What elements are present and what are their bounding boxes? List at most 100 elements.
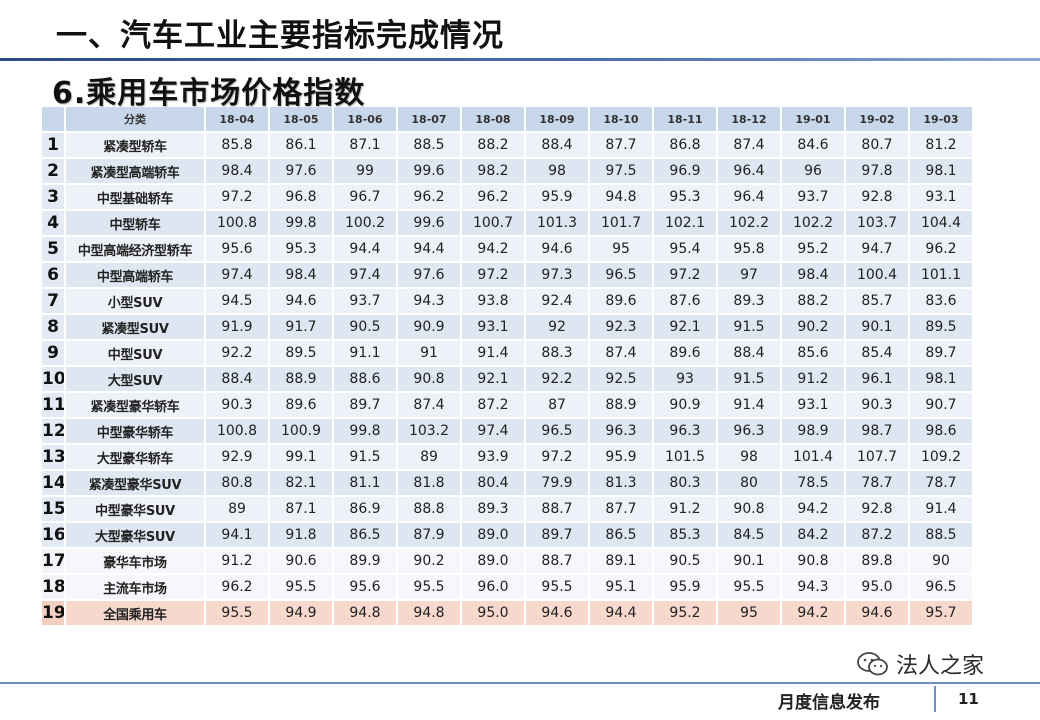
table-cell: 97.5: [590, 159, 652, 183]
table-cell: 90.9: [398, 315, 460, 339]
header-divider: [0, 58, 1040, 61]
table-cell: 98.4: [206, 159, 268, 183]
table-cell: 92.2: [526, 367, 588, 391]
row-index: 11: [42, 393, 64, 417]
table-cell: 91.4: [910, 497, 972, 521]
row-category: 大型SUV: [66, 367, 204, 391]
table-cell: 87.6: [654, 289, 716, 313]
row-index: 1: [42, 133, 64, 157]
table-cell: 83.6: [910, 289, 972, 313]
table-cell: 101.7: [590, 211, 652, 235]
table-cell: 97.6: [398, 263, 460, 287]
table-cell: 87.2: [462, 393, 524, 417]
table-cell: 99: [334, 159, 396, 183]
table-cell: 98.7: [846, 419, 908, 443]
header-cell-month: 18-08: [462, 107, 524, 131]
table-cell: 88.9: [270, 367, 332, 391]
table-cell: 90.5: [334, 315, 396, 339]
table-cell: 94.3: [782, 575, 844, 599]
table-cell: 86.5: [334, 523, 396, 547]
table-cell: 104.4: [910, 211, 972, 235]
header-cell-month: 18-04: [206, 107, 268, 131]
table-cell: 94.2: [782, 497, 844, 521]
table-cell: 78.7: [846, 471, 908, 495]
table-row: 1 紧凑型轿车 85.8 86.1 87.1 88.5 88.2 88.4 87.7 86.8 87…: [42, 133, 972, 157]
row-category: 中型轿车: [66, 211, 204, 235]
table-cell: 92.5: [590, 367, 652, 391]
table-cell: 95.5: [526, 575, 588, 599]
table-cell: 94.5: [206, 289, 268, 313]
row-index: 2: [42, 159, 64, 183]
table-cell: 96.2: [206, 575, 268, 599]
table-cell: 88.2: [462, 133, 524, 157]
table-cell: 99.6: [398, 159, 460, 183]
header-cell-month: 19-02: [846, 107, 908, 131]
table-cell: 98.9: [782, 419, 844, 443]
table-cell: 95.5: [206, 601, 268, 625]
table-cell: 94.6: [270, 289, 332, 313]
table-cell: 100.2: [334, 211, 396, 235]
table-cell: 80: [718, 471, 780, 495]
table-cell: 96.5: [526, 419, 588, 443]
table-row: 3 中型基础轿车 97.2 96.8 96.7 96.2 96.2 95.9 94.8 95.3 9…: [42, 185, 972, 209]
row-category: 紧凑型SUV: [66, 315, 204, 339]
table-cell: 86.5: [590, 523, 652, 547]
table-cell: 103.2: [398, 419, 460, 443]
table-cell: 90.8: [718, 497, 780, 521]
table-cell: 100.8: [206, 419, 268, 443]
row-category: 中型高端轿车: [66, 263, 204, 287]
table-cell: 96.1: [846, 367, 908, 391]
table-cell: 85.6: [782, 341, 844, 365]
table-cell: 90.7: [910, 393, 972, 417]
table-cell: 102.1: [654, 211, 716, 235]
table-cell: 92.8: [846, 185, 908, 209]
row-category: 大型豪华轿车: [66, 445, 204, 469]
table-cell: 88.3: [526, 341, 588, 365]
table-cell: 87.4: [718, 133, 780, 157]
header-cell-month: 18-06: [334, 107, 396, 131]
table-cell: 78.7: [910, 471, 972, 495]
table-cell: 89.5: [910, 315, 972, 339]
table-cell: 95.4: [654, 237, 716, 261]
row-category: 紧凑型轿车: [66, 133, 204, 157]
table-cell: 89.6: [270, 393, 332, 417]
table-cell: 97: [718, 263, 780, 287]
table-cell: 88.5: [398, 133, 460, 157]
table-row: 13 大型豪华轿车 92.9 99.1 91.5 89 93.9 97.2 95.9 101.5 9…: [42, 445, 972, 469]
header-cell-month: 18-10: [590, 107, 652, 131]
table-cell: 95.1: [590, 575, 652, 599]
table-row: 9 中型SUV 92.2 89.5 91.1 91 91.4 88.3 87.4 89.6 88.4…: [42, 341, 972, 365]
table-cell: 95.9: [526, 185, 588, 209]
table-cell: 88.9: [590, 393, 652, 417]
table-row: 12 中型豪华轿车 100.8 100.9 99.8 103.2 97.4 96.5 96.3 9…: [42, 419, 972, 443]
table-cell: 102.2: [718, 211, 780, 235]
table-cell: 98.2: [462, 159, 524, 183]
table-cell: 96.2: [910, 237, 972, 261]
table-cell: 94.7: [846, 237, 908, 261]
table-cell: 95.2: [782, 237, 844, 261]
table-header-row: 分类 18-04 18-05 18-06 18-07 18-08 18-09 18-10 18-…: [42, 107, 972, 131]
header-cell-month: 19-01: [782, 107, 844, 131]
table-cell: 91.2: [782, 367, 844, 391]
table-cell: 89: [398, 445, 460, 469]
row-category: 中型SUV: [66, 341, 204, 365]
table-cell: 95.7: [910, 601, 972, 625]
table-cell: 84.6: [782, 133, 844, 157]
table-cell: 100.4: [846, 263, 908, 287]
table-cell: 94.8: [398, 601, 460, 625]
table-cell: 91: [398, 341, 460, 365]
table-row: 19 全国乘用车 95.5 94.9 94.8 94.8 95.0 94.6 94.4 95.2 9…: [42, 601, 972, 625]
table-cell: 90.5: [654, 549, 716, 573]
table-cell: 90.8: [398, 367, 460, 391]
table-cell: 96: [782, 159, 844, 183]
table-cell: 103.7: [846, 211, 908, 235]
table-cell: 98.4: [270, 263, 332, 287]
table-cell: 91.5: [334, 445, 396, 469]
table-row: 5 中型高端经济型轿车 95.6 95.3 94.4 94.4 94.2 94.6 95 95.4…: [42, 237, 972, 261]
table-cell: 91.9: [206, 315, 268, 339]
table-cell: 95: [590, 237, 652, 261]
table-cell: 95.2: [654, 601, 716, 625]
table-cell: 98.1: [910, 367, 972, 391]
table-cell: 96.3: [718, 419, 780, 443]
row-index: 10: [42, 367, 64, 391]
